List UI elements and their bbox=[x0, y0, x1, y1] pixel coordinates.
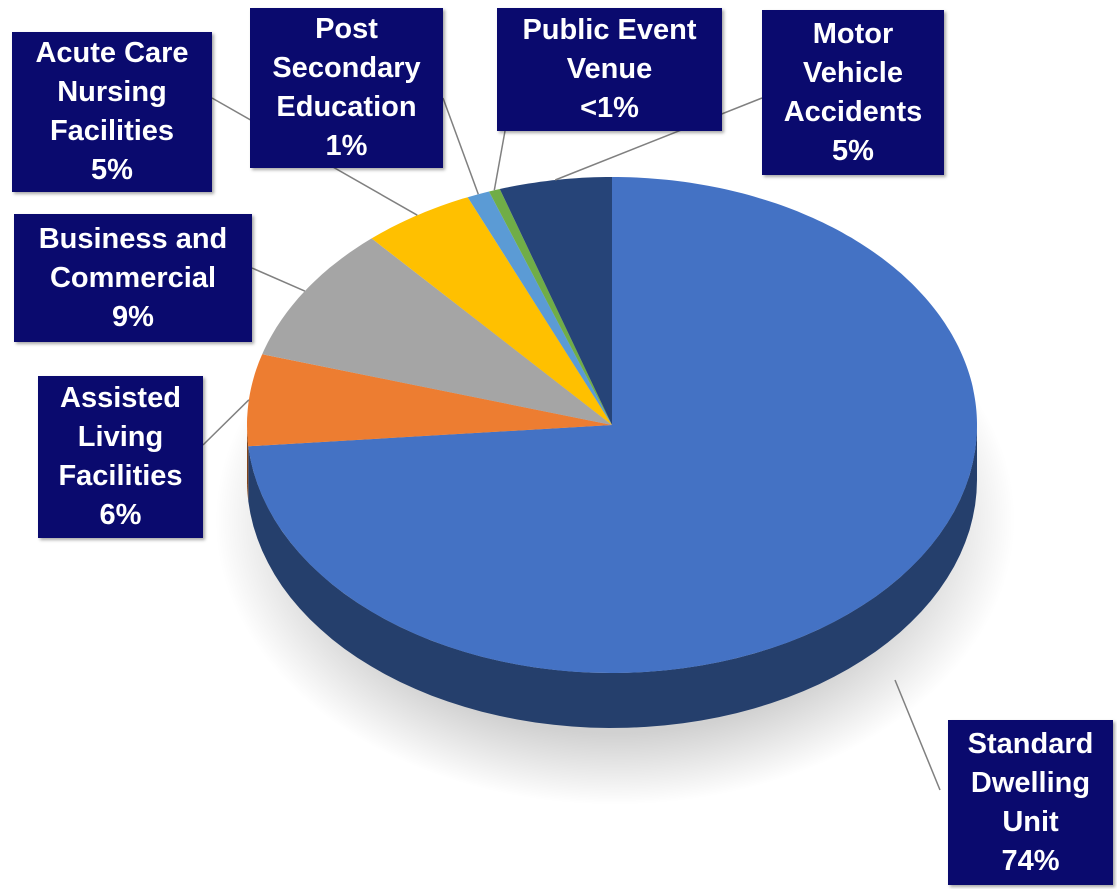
pie-slice bbox=[499, 177, 612, 425]
data-label: Motor Vehicle Accidents 5% bbox=[762, 10, 944, 175]
data-label: Standard Dwelling Unit 74% bbox=[948, 720, 1113, 885]
value-label: 9% bbox=[112, 300, 154, 333]
value-label: <1% bbox=[580, 92, 639, 124]
pie-sides bbox=[247, 425, 978, 728]
leader-line bbox=[894, 679, 941, 791]
category-label: Standard Dwelling Unit bbox=[967, 727, 1094, 838]
category-label: Business and Commercial bbox=[38, 222, 228, 294]
leader-line bbox=[442, 97, 480, 195]
data-label: Assisted Living Facilities 6% bbox=[38, 376, 203, 538]
leader-line bbox=[251, 267, 306, 292]
category-label: Public Event Venue bbox=[522, 14, 697, 85]
data-label: Public Event Venue <1% bbox=[497, 8, 722, 131]
category-label: Motor Vehicle Accidents bbox=[783, 17, 923, 128]
data-label: Business and Commercial 9% bbox=[14, 214, 252, 342]
data-label: Post Secondary Education 1% bbox=[250, 8, 443, 168]
leader-line bbox=[493, 130, 506, 191]
pie-slice bbox=[371, 197, 612, 425]
category-label: Post Secondary Education bbox=[272, 13, 421, 123]
category-label: Assisted Living Facilities bbox=[58, 382, 183, 492]
value-label: 1% bbox=[325, 130, 368, 162]
pie-slice bbox=[248, 177, 978, 673]
slice-side bbox=[247, 425, 249, 502]
leader-line bbox=[202, 399, 250, 446]
data-label: Acute Care Nursing Facilities 5% bbox=[12, 32, 212, 192]
category-label: Acute Care Nursing Facilities bbox=[35, 37, 189, 147]
value-label: 5% bbox=[832, 134, 874, 167]
pie-slice bbox=[247, 354, 612, 447]
slice-side bbox=[248, 425, 978, 728]
pie-slice bbox=[467, 191, 612, 425]
value-label: 6% bbox=[99, 499, 142, 531]
pie-slice bbox=[262, 238, 612, 425]
value-label: 74% bbox=[1001, 844, 1060, 877]
pie-slice bbox=[489, 189, 612, 425]
pie-slices bbox=[247, 177, 978, 673]
value-label: 5% bbox=[91, 154, 133, 186]
leader-line bbox=[554, 97, 763, 181]
